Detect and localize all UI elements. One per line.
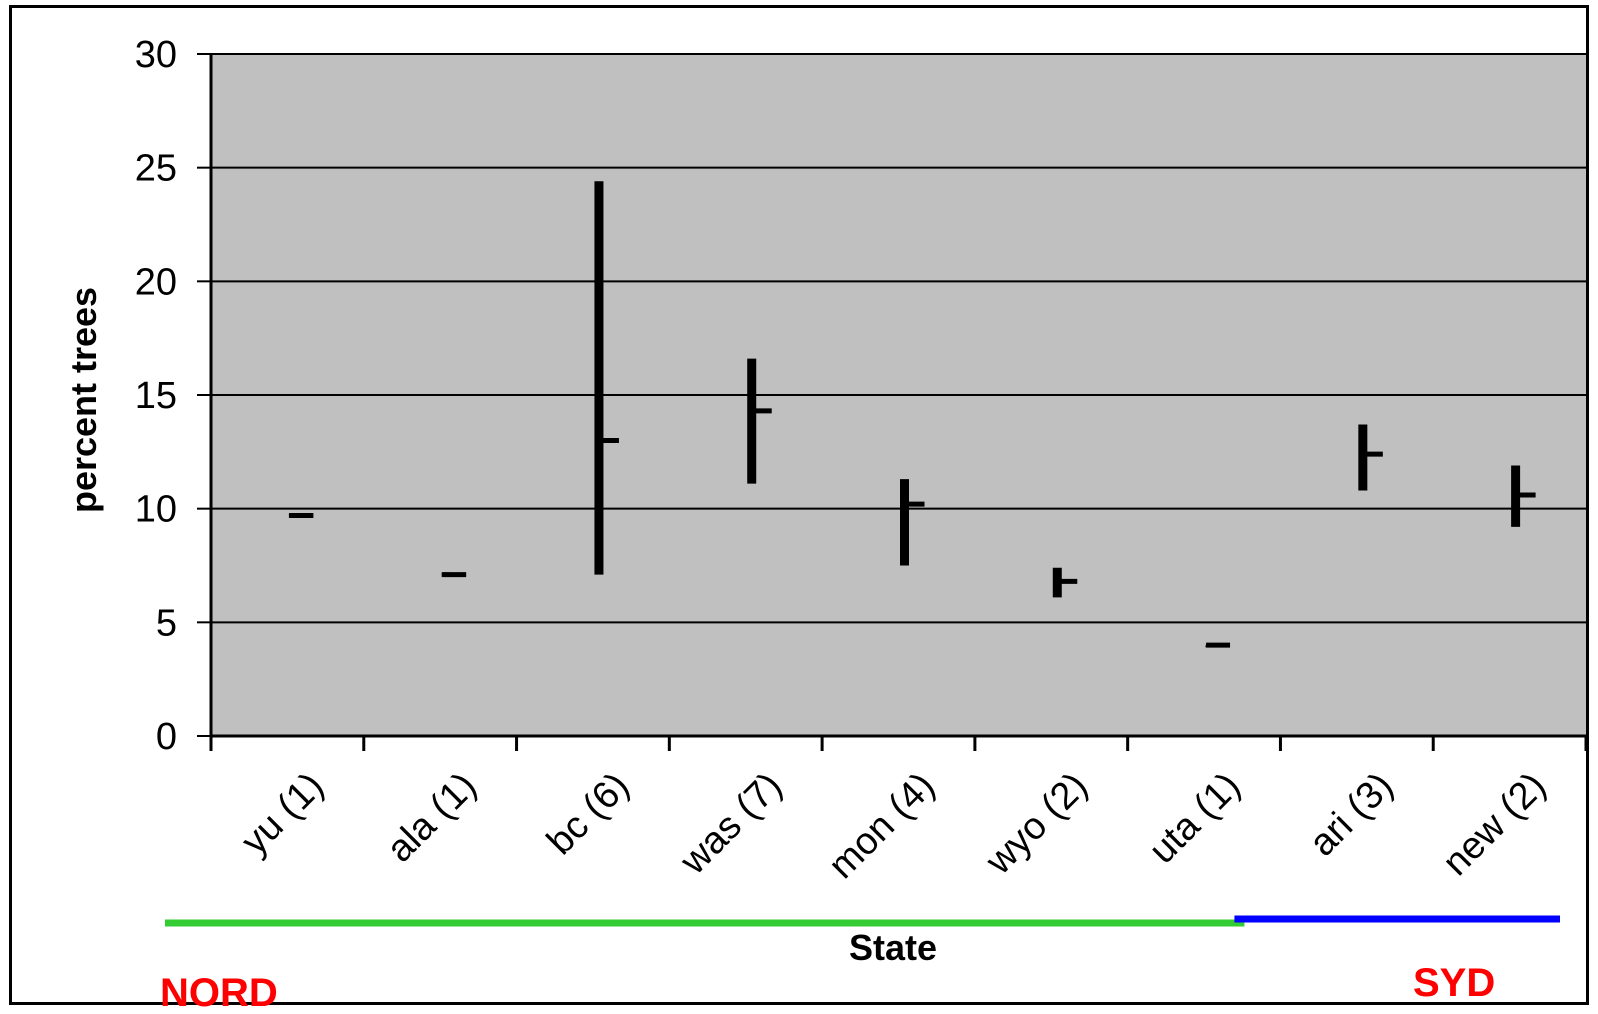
gridlines: [211, 53, 1586, 624]
hlc-mark: [1205, 642, 1231, 648]
y-axis-title: percent trees: [63, 287, 104, 513]
y-tick-label: 20: [135, 261, 177, 303]
hlc-mark: [1511, 465, 1536, 527]
y-tick-label: 25: [135, 148, 177, 190]
x-tick-label: wyo (2): [977, 765, 1095, 883]
hlc-mark: [1358, 424, 1383, 491]
x-axis-title: State: [849, 927, 937, 968]
hlc-mark: [594, 181, 619, 575]
group-annotations: NORD SYD: [160, 915, 1560, 1014]
x-tick-label: was (7): [672, 765, 790, 883]
group-label: SYD: [1413, 961, 1495, 1005]
x-tick-label: new (2): [1435, 765, 1554, 884]
hlc-mark: [900, 479, 925, 566]
x-tick-labels: yu (1) ala (1) bc (6) was (7) mon (4) wyo (2)…: [234, 765, 1555, 887]
x-tick-label: bc (6): [539, 765, 637, 863]
hlc-mark: [441, 572, 467, 578]
group-label: NORD: [160, 971, 278, 1014]
y-tick-label: 15: [135, 375, 177, 417]
axes: [197, 53, 1588, 751]
x-tick-label: yu (1): [234, 765, 332, 863]
hlc-mark: [288, 512, 314, 518]
data-marks: [288, 181, 1536, 648]
y-tick-label: 5: [156, 602, 177, 644]
y-tick-label: 0: [156, 716, 177, 758]
hlc-mark: [1052, 567, 1078, 598]
y-tick-labels: 0 5 10 15 20 25 30: [135, 34, 177, 758]
x-tick-label: ari (3): [1302, 765, 1402, 865]
hlc-mark: [747, 358, 772, 484]
x-tick-label: mon (4): [821, 765, 943, 887]
x-tick-label: ala (1): [379, 765, 485, 871]
y-tick-label: 10: [135, 489, 177, 531]
x-tick-label: uta (1): [1141, 765, 1248, 872]
y-tick-label: 30: [135, 34, 177, 76]
